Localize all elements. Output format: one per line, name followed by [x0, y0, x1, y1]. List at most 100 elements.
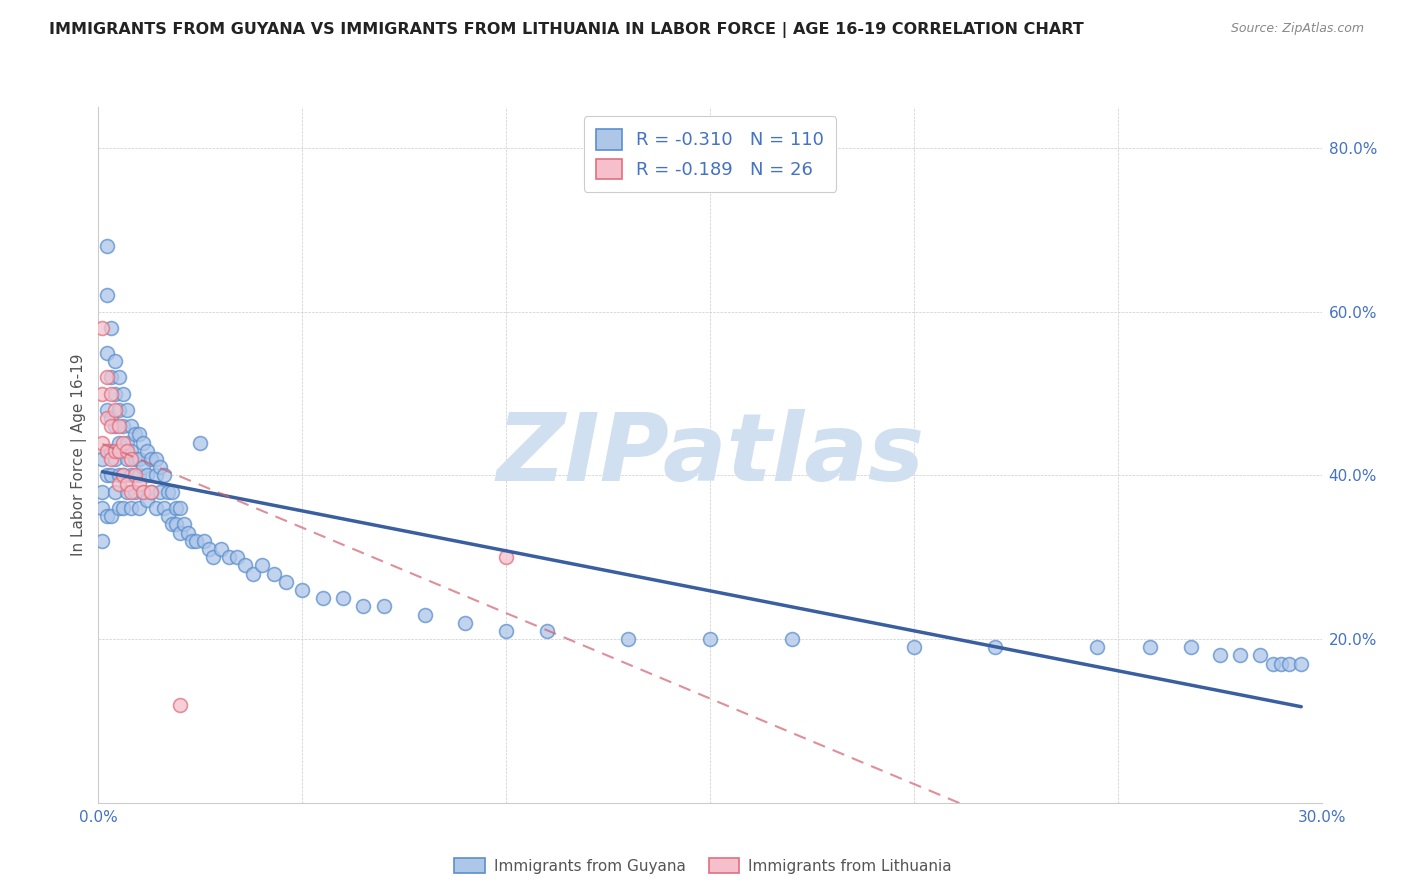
Point: [124, 427, 146, 442]
Point: [186, 533, 208, 548]
Point: [108, 419, 131, 434]
Point: [699, 632, 721, 646]
Point: [132, 484, 155, 499]
Point: [104, 353, 127, 368]
Point: [145, 468, 167, 483]
Point: [1180, 640, 1202, 655]
Point: [536, 624, 558, 638]
Point: [136, 443, 159, 458]
Point: [96, 443, 118, 458]
Point: [111, 443, 134, 458]
Point: [132, 460, 155, 475]
Point: [242, 566, 264, 581]
Point: [1085, 640, 1108, 655]
Point: [291, 582, 314, 597]
Point: [209, 542, 232, 557]
Point: [91, 533, 114, 548]
Point: [156, 509, 179, 524]
Point: [104, 419, 127, 434]
Point: [100, 468, 122, 483]
Point: [104, 386, 127, 401]
Point: [96, 370, 118, 384]
Point: [352, 599, 374, 614]
Point: [100, 386, 122, 401]
Point: [177, 525, 200, 540]
Point: [104, 403, 127, 417]
Point: [128, 476, 150, 491]
Point: [100, 443, 122, 458]
Point: [169, 698, 191, 712]
Point: [91, 452, 114, 467]
Point: [111, 468, 134, 483]
Point: [115, 443, 138, 458]
Point: [111, 468, 134, 483]
Point: [149, 460, 172, 475]
Point: [111, 435, 134, 450]
Point: [96, 509, 118, 524]
Point: [250, 558, 273, 573]
Point: [104, 484, 127, 499]
Point: [332, 591, 354, 606]
Point: [160, 517, 183, 532]
Point: [413, 607, 436, 622]
Point: [495, 550, 517, 565]
Point: [169, 525, 191, 540]
Point: [1139, 640, 1161, 655]
Legend: Immigrants from Guyana, Immigrants from Lithuania: Immigrants from Guyana, Immigrants from …: [449, 852, 957, 880]
Point: [100, 411, 122, 425]
Point: [1229, 648, 1251, 663]
Point: [312, 591, 335, 606]
Point: [120, 419, 142, 434]
Point: [111, 386, 134, 401]
Point: [181, 533, 204, 548]
Point: [145, 452, 167, 467]
Legend: R = -0.310   N = 110, R = -0.189   N = 26: R = -0.310 N = 110, R = -0.189 N = 26: [583, 116, 837, 192]
Point: [124, 468, 146, 483]
Point: [108, 403, 131, 417]
Point: [100, 321, 122, 335]
Point: [373, 599, 395, 614]
Point: [115, 476, 138, 491]
Point: [91, 321, 114, 335]
Point: [100, 419, 122, 434]
Point: [165, 501, 187, 516]
Point: [115, 484, 138, 499]
Point: [903, 640, 925, 655]
Point: [141, 452, 163, 467]
Point: [1249, 648, 1271, 663]
Point: [1278, 657, 1301, 671]
Point: [1209, 648, 1232, 663]
Text: Source: ZipAtlas.com: Source: ZipAtlas.com: [1230, 22, 1364, 36]
Point: [96, 468, 118, 483]
Point: [96, 403, 118, 417]
Point: [160, 484, 183, 499]
Point: [91, 435, 114, 450]
Point: [169, 501, 191, 516]
Point: [104, 452, 127, 467]
Point: [984, 640, 1007, 655]
Point: [120, 501, 142, 516]
Point: [120, 452, 142, 467]
Point: [111, 501, 134, 516]
Text: IMMIGRANTS FROM GUYANA VS IMMIGRANTS FROM LITHUANIA IN LABOR FORCE | AGE 16-19 C: IMMIGRANTS FROM GUYANA VS IMMIGRANTS FRO…: [49, 22, 1084, 38]
Point: [149, 484, 172, 499]
Point: [1261, 657, 1284, 671]
Point: [152, 501, 174, 516]
Point: [156, 484, 179, 499]
Text: ZIPatlas: ZIPatlas: [496, 409, 924, 501]
Y-axis label: In Labor Force | Age 16-19: In Labor Force | Age 16-19: [72, 353, 87, 557]
Point: [108, 468, 131, 483]
Point: [100, 370, 122, 384]
Point: [128, 501, 150, 516]
Point: [96, 239, 118, 253]
Point: [104, 443, 127, 458]
Point: [197, 542, 219, 557]
Point: [173, 517, 195, 532]
Point: [108, 443, 131, 458]
Point: [115, 403, 138, 417]
Point: [120, 484, 142, 499]
Point: [1291, 657, 1313, 671]
Point: [128, 468, 150, 483]
Point: [100, 452, 122, 467]
Point: [165, 517, 187, 532]
